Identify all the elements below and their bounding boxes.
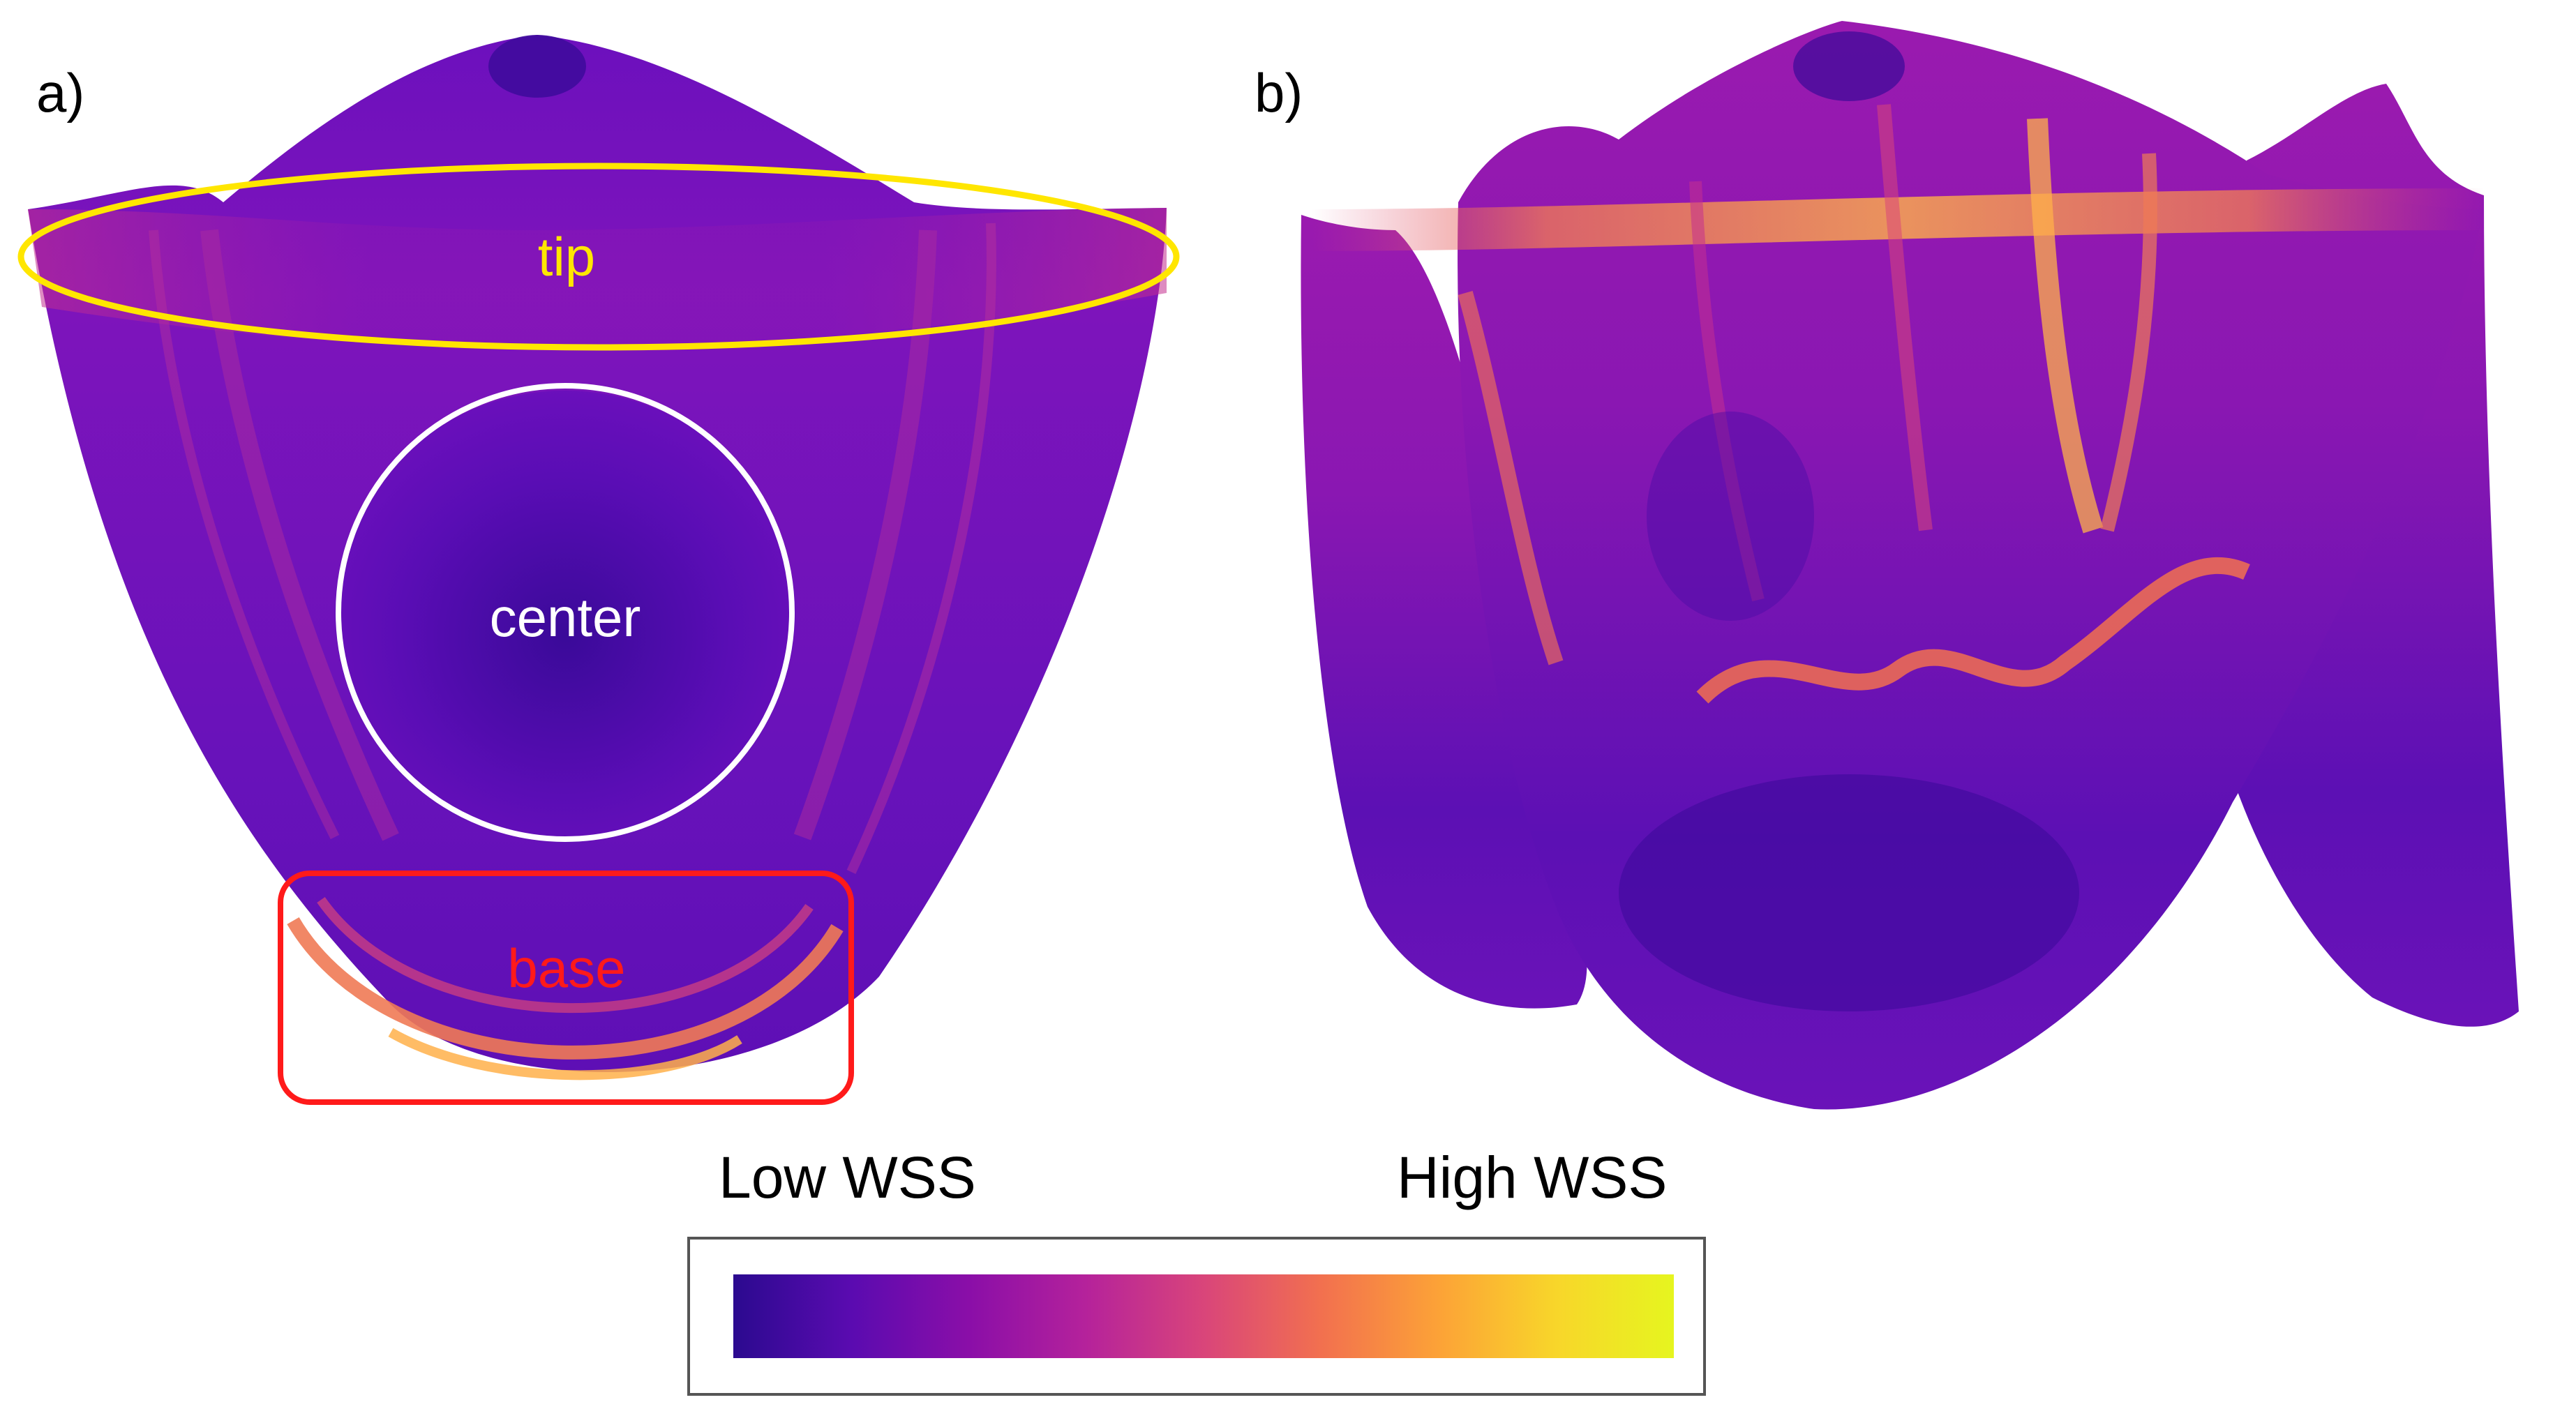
- wss-figure: tip center base: [17, 21, 2519, 1110]
- tip-region-label: tip: [538, 226, 595, 287]
- colorbar-high-label: High WSS: [1397, 1145, 1668, 1210]
- colorbar-legend: [687, 1237, 1706, 1396]
- panel-b-label: b): [1255, 62, 1303, 123]
- colorbar-gradient: [733, 1274, 1674, 1358]
- tip-region-outline: [17, 163, 1180, 351]
- center-region-label: center: [490, 587, 641, 648]
- center-region-outline: [336, 383, 795, 842]
- panel-a-label: a): [36, 62, 85, 123]
- region-center: center: [336, 383, 795, 842]
- region-tip: tip: [17, 163, 1180, 351]
- base-region-outline: [278, 871, 854, 1105]
- base-region-label: base: [507, 937, 625, 999]
- panel-b-leaflets: [1301, 21, 2519, 1110]
- region-base: base: [278, 871, 854, 1105]
- colorbar-low-label: Low WSS: [719, 1145, 976, 1210]
- panel-a-leaflet: [28, 35, 1167, 1080]
